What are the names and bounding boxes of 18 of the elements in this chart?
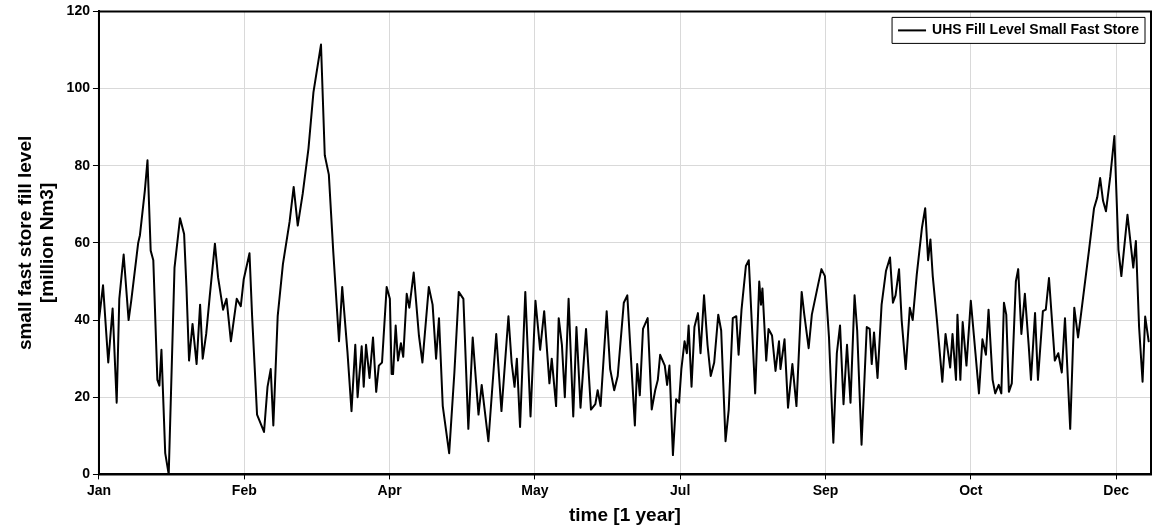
y-tick-label: 60 — [74, 233, 91, 250]
y-tick-label: 40 — [74, 310, 91, 327]
legend-label: UHS Fill Level Small Fast Store — [932, 21, 1140, 38]
y-tick-label: 100 — [66, 79, 91, 96]
y-axis-title: small fast store fill level [million Nm3] — [13, 135, 58, 351]
x-tick-label: Oct — [959, 481, 983, 498]
x-tick-label: Jan — [86, 481, 112, 498]
y-tick-label: 0 — [82, 465, 91, 482]
x-tick-label: Jul — [670, 481, 691, 498]
y-tick-label: 80 — [74, 156, 91, 173]
x-tick-label: May — [521, 481, 549, 498]
y-tick-label: 20 — [74, 388, 91, 405]
x-axis-title: time [1 year] — [569, 503, 681, 525]
x-tick-label: Sep — [812, 481, 839, 498]
y-tick-label: 120 — [66, 2, 91, 19]
x-tick-label: Dec — [1103, 481, 1130, 498]
x-tick-label: Feb — [231, 481, 257, 498]
x-tick-label: Apr — [377, 481, 403, 498]
